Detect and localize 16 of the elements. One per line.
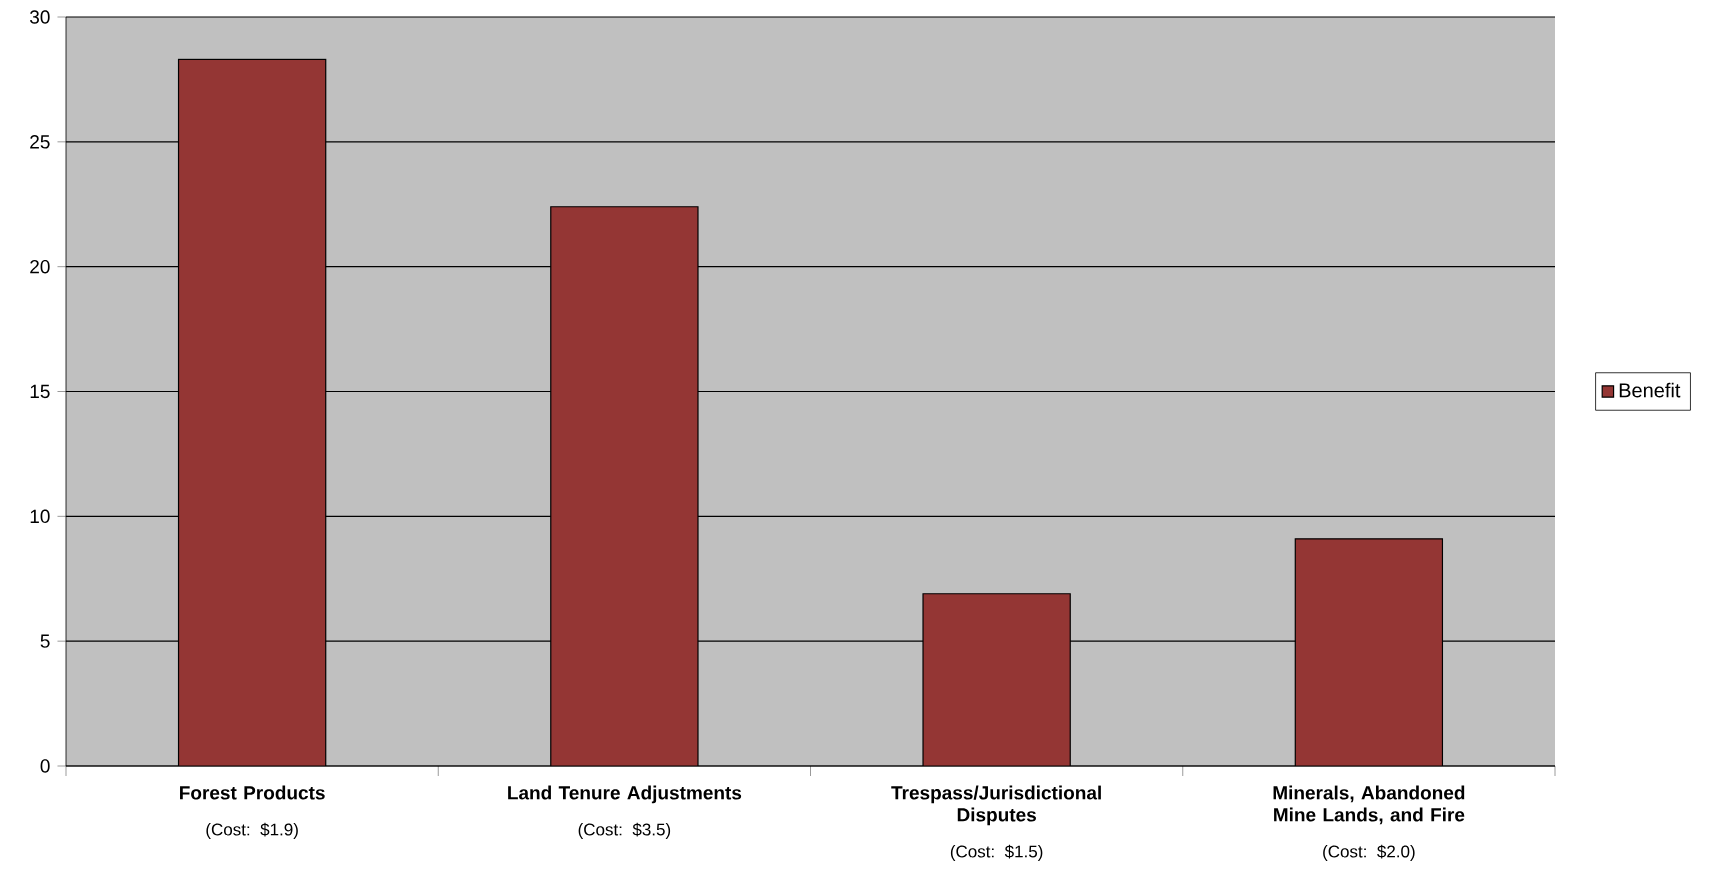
text: (Cost: $2.0)	[1323, 844, 1415, 861]
text: (Cost: $3.5)	[578, 822, 671, 839]
text: (Cost: $1.5)	[950, 844, 1043, 861]
y-tick-label: 15	[30, 384, 50, 399]
legend-label: Benefit	[1619, 382, 1681, 398]
x-tick-label: Forest Products	[180, 785, 325, 800]
x-tick-label: Trespass/Jurisdictional Disputes	[891, 785, 1101, 826]
y-tick-label: 25	[30, 135, 50, 149]
y-tick-label: 30	[29, 10, 50, 24]
x-tick-label: Minerals, Abandoned Mine Lands, and Fire	[1273, 785, 1465, 825]
y-tick-label: 5	[40, 634, 50, 648]
x-tick-label: Land Tenure Adjustments	[508, 785, 742, 804]
y-tick-label: 0	[40, 759, 50, 773]
y-tick-label: 10	[30, 509, 50, 524]
text: (Cost: $1.9)	[206, 822, 298, 839]
y-tick-label: 20	[30, 259, 50, 274]
